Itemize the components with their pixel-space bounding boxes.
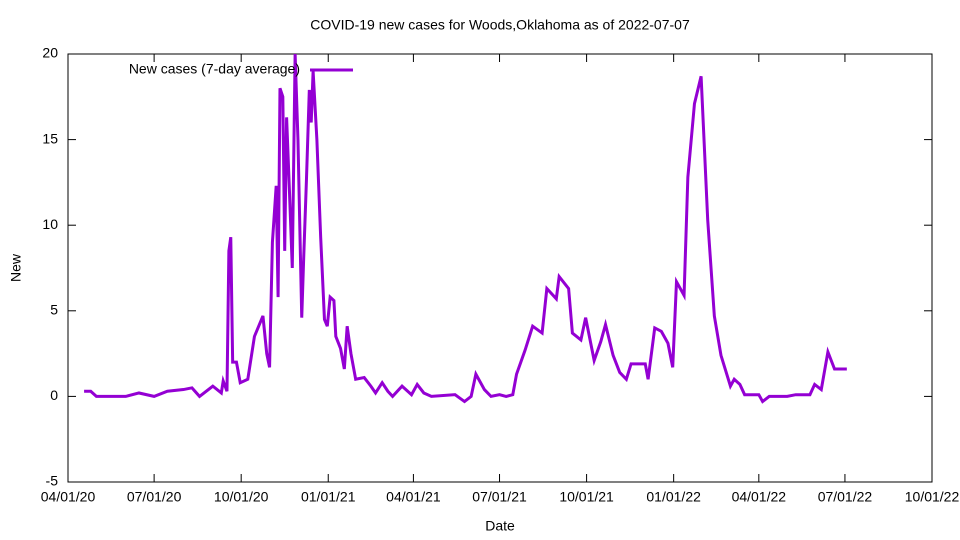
x-tick-label: 04/01/20: [41, 489, 96, 505]
y-tick-label: 10: [42, 216, 58, 232]
y-axis-label: New: [8, 253, 24, 282]
x-tick-label: 01/01/21: [301, 489, 356, 505]
data-line: [84, 54, 847, 404]
y-tick-label: 5: [50, 302, 58, 318]
x-tick-label: 04/01/22: [732, 489, 787, 505]
y-tick-label: 20: [42, 45, 58, 61]
x-tick-label: 10/01/21: [559, 489, 614, 505]
y-tick-label: -5: [46, 473, 59, 489]
x-tick-label: 10/01/22: [905, 489, 960, 505]
x-tick-label: 04/01/21: [386, 489, 441, 505]
x-tick-label: 07/01/20: [127, 489, 182, 505]
y-tick-label: 15: [42, 130, 58, 146]
y-tick-label: 0: [50, 387, 58, 403]
x-tick-label: 07/01/22: [818, 489, 873, 505]
x-tick-label: 10/01/20: [214, 489, 269, 505]
x-axis-label: Date: [485, 518, 515, 534]
x-tick-label: 07/01/21: [472, 489, 527, 505]
legend-label: New cases (7-day average): [129, 61, 300, 77]
plot-frame: [67, 53, 933, 483]
x-tick-label: 01/01/22: [646, 489, 701, 505]
chart-title: COVID-19 new cases for Woods,Oklahoma as…: [310, 17, 690, 33]
